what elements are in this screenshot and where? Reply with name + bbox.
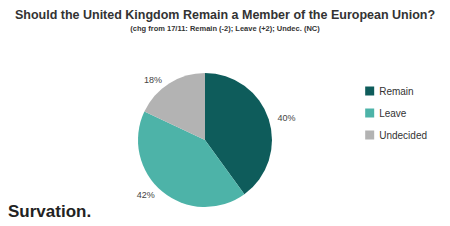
svg-text:Undecided: Undecided bbox=[379, 130, 427, 141]
svg-text:40%: 40% bbox=[278, 113, 296, 123]
svg-text:42%: 42% bbox=[137, 190, 155, 200]
svg-text:Remain: Remain bbox=[379, 86, 413, 97]
svg-text:(chg from 17/11: Remain (-2);: (chg from 17/11: Remain (-2); Leave (+2)… bbox=[130, 24, 320, 33]
svg-text:18%: 18% bbox=[144, 75, 162, 85]
svg-text:Should the United Kingdom Rema: Should the United Kingdom Remain a Membe… bbox=[15, 8, 435, 22]
svg-text:Survation.: Survation. bbox=[8, 202, 91, 221]
svg-text:Leave: Leave bbox=[379, 108, 407, 119]
